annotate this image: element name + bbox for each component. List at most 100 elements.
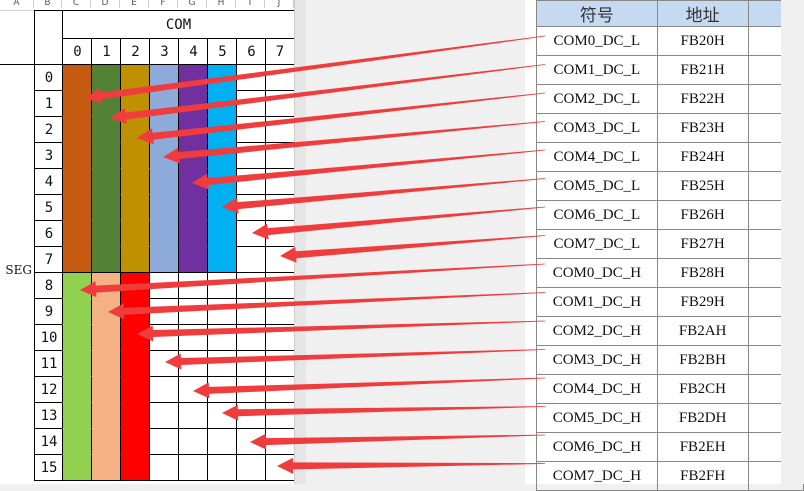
- column-letter[interactable]: J: [265, 0, 294, 8]
- seg-number-13: 13: [34, 402, 63, 429]
- com-number-5: 5: [207, 38, 237, 65]
- column-letter[interactable]: H: [207, 0, 236, 8]
- grid-cell: [62, 90, 92, 117]
- seg-number-3: 3: [34, 142, 63, 169]
- grid-cell: [91, 142, 121, 169]
- mapping-arrow: [252, 206, 545, 240]
- grid-cell: [149, 194, 179, 221]
- grid-cell: [62, 454, 92, 481]
- mapping-arrow: [193, 377, 545, 399]
- table-row: COM0_DC_L FB20H: [536, 26, 804, 56]
- cell-symbol: COM3_DC_H: [536, 345, 658, 375]
- grid-cell: [91, 194, 121, 221]
- seg-number-2: 2: [34, 116, 63, 143]
- com-number-0: 0: [62, 38, 92, 65]
- column-letter[interactable]: F: [149, 0, 178, 8]
- grid-cell: [120, 64, 150, 91]
- grid-cell: [120, 376, 150, 403]
- cell-symbol: COM0_DC_H: [536, 258, 658, 288]
- grid-cell: [149, 376, 179, 403]
- mapping-arrow: [277, 457, 545, 474]
- mapping-arrow: [110, 64, 545, 124]
- column-letter[interactable]: B: [34, 0, 62, 8]
- grid-cell: [62, 324, 92, 351]
- seg-number-12: 12: [34, 376, 63, 403]
- seg-number-11: 11: [34, 350, 63, 377]
- grid-cell: [207, 428, 237, 455]
- column-letter[interactable]: A: [0, 0, 34, 8]
- grid-cell: [236, 142, 266, 169]
- grid-cell: [236, 246, 266, 273]
- seg-number-1: 1: [34, 90, 63, 117]
- mapping-arrow: [163, 121, 545, 164]
- grid-cell: [149, 168, 179, 195]
- cell-symbol: COM5_DC_L: [536, 171, 658, 201]
- column-letter[interactable]: C: [62, 0, 91, 8]
- grid-cell: [91, 376, 121, 403]
- mapping-arrow: [108, 292, 545, 320]
- grid-cell: [149, 220, 179, 247]
- grid-cell: [207, 454, 237, 481]
- com-number-4: 4: [178, 38, 208, 65]
- grid-cell: [178, 194, 208, 221]
- column-letter[interactable]: D: [91, 0, 120, 8]
- seg-number-0: 0: [34, 64, 63, 91]
- cell-symbol: COM4_DC_L: [536, 142, 658, 172]
- cell-symbol: COM2_DC_L: [536, 84, 658, 114]
- cell-address: FB21H: [656, 55, 749, 85]
- grid-cell: [62, 428, 92, 455]
- mapping-arrow: [192, 149, 545, 190]
- grid-cell: [62, 402, 92, 429]
- grid-cell: [236, 350, 266, 377]
- seg-number-5: 5: [34, 194, 63, 221]
- grid-cell: [91, 246, 121, 273]
- grid-cell: [62, 350, 92, 377]
- grid-cell: [178, 428, 208, 455]
- grid-cell: [91, 454, 121, 481]
- com-number-2: 2: [120, 38, 150, 65]
- grid-cell: [62, 376, 92, 403]
- seg-number-4: 4: [34, 168, 63, 195]
- grid-cell: [62, 194, 92, 221]
- column-letter[interactable]: I: [236, 0, 265, 8]
- cell-symbol: COM0_DC_L: [536, 26, 658, 56]
- table-row: COM5_DC_L FB25H: [536, 171, 804, 201]
- grid-cell: [120, 220, 150, 247]
- grid-cell: [62, 142, 92, 169]
- mapping-arrow: [80, 263, 545, 298]
- column-letter[interactable]: G: [178, 0, 207, 8]
- cell-address: FB20H: [656, 26, 749, 56]
- grid-cell: [120, 194, 150, 221]
- seg-number-6: 6: [34, 220, 63, 247]
- corner-cell: [34, 10, 63, 65]
- column-letter[interactable]: E: [120, 0, 149, 8]
- grid-cell: [149, 350, 179, 377]
- seg-number-10: 10: [34, 324, 63, 351]
- grid-cell: [91, 220, 121, 247]
- grid-cell: [120, 168, 150, 195]
- table-row: COM7_DC_L FB27H: [536, 229, 804, 259]
- mapping-arrow: [137, 320, 545, 342]
- mapping-arrow: [250, 433, 545, 450]
- grid-cell: [149, 454, 179, 481]
- grid-cell: [120, 246, 150, 273]
- grid-cell: [120, 454, 150, 481]
- grid-cell: [149, 402, 179, 429]
- seg-label: SEG: [0, 64, 35, 481]
- grid-cell: [207, 324, 237, 351]
- grid-cell: [207, 246, 237, 273]
- com-number-6: 6: [236, 38, 266, 65]
- cell-address: FB28H: [656, 258, 749, 288]
- seg-number-9: 9: [34, 298, 63, 325]
- mapping-arrow: [165, 349, 545, 370]
- grid-cell: [120, 428, 150, 455]
- cell-symbol: COM1_DC_L: [536, 55, 658, 85]
- grid-cell: [62, 272, 92, 299]
- grid-cell: [91, 116, 121, 143]
- grid-cell: [236, 298, 266, 325]
- cell-symbol: COM6_DC_H: [536, 432, 658, 462]
- table-row: COM2_DC_L FB22H: [536, 84, 804, 114]
- grid-cell: [178, 220, 208, 247]
- grid-cell: [178, 246, 208, 273]
